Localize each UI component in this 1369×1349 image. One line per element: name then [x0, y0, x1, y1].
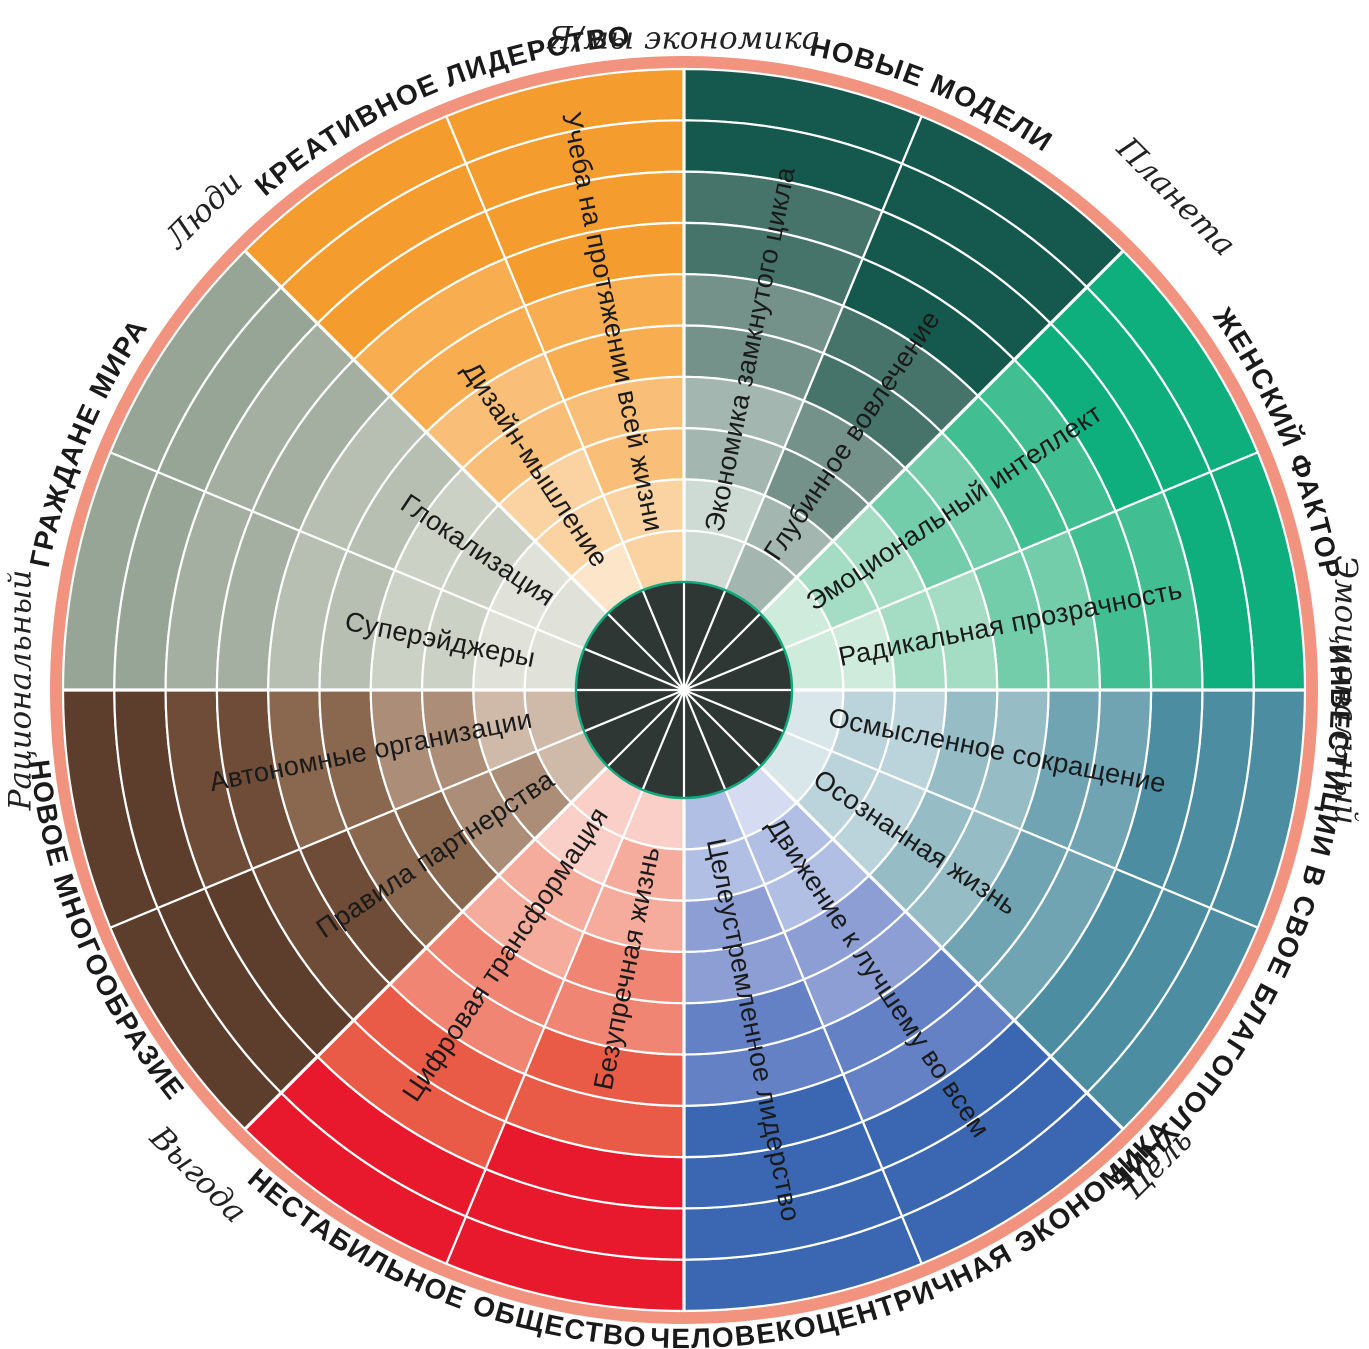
center-spoke-line	[682, 689, 726, 790]
center-spoke-line	[584, 688, 685, 732]
center-spoke-line	[607, 613, 685, 691]
center-spoke-line	[683, 648, 784, 692]
center-spoke-line	[683, 613, 761, 691]
center-spoke-line	[642, 689, 686, 790]
axis-label: Рациональный	[3, 570, 39, 812]
center-spoke-line	[683, 689, 761, 767]
sector-divider-line	[759, 249, 1125, 615]
center-spoke-line	[642, 590, 686, 691]
center-spoke-line	[683, 688, 784, 732]
sector-divider-line	[243, 765, 609, 1131]
sector-divider-line	[243, 249, 609, 615]
center-spoke-line	[682, 590, 726, 691]
axis-label: Я/мы экономика	[546, 21, 821, 57]
center-spoke-line	[607, 689, 685, 767]
sector-divider-line	[759, 765, 1125, 1131]
outer-rim-ring	[50, 56, 1318, 1324]
center-spoke-line	[584, 648, 685, 692]
axis-label: Эмоциональный	[1328, 555, 1364, 825]
